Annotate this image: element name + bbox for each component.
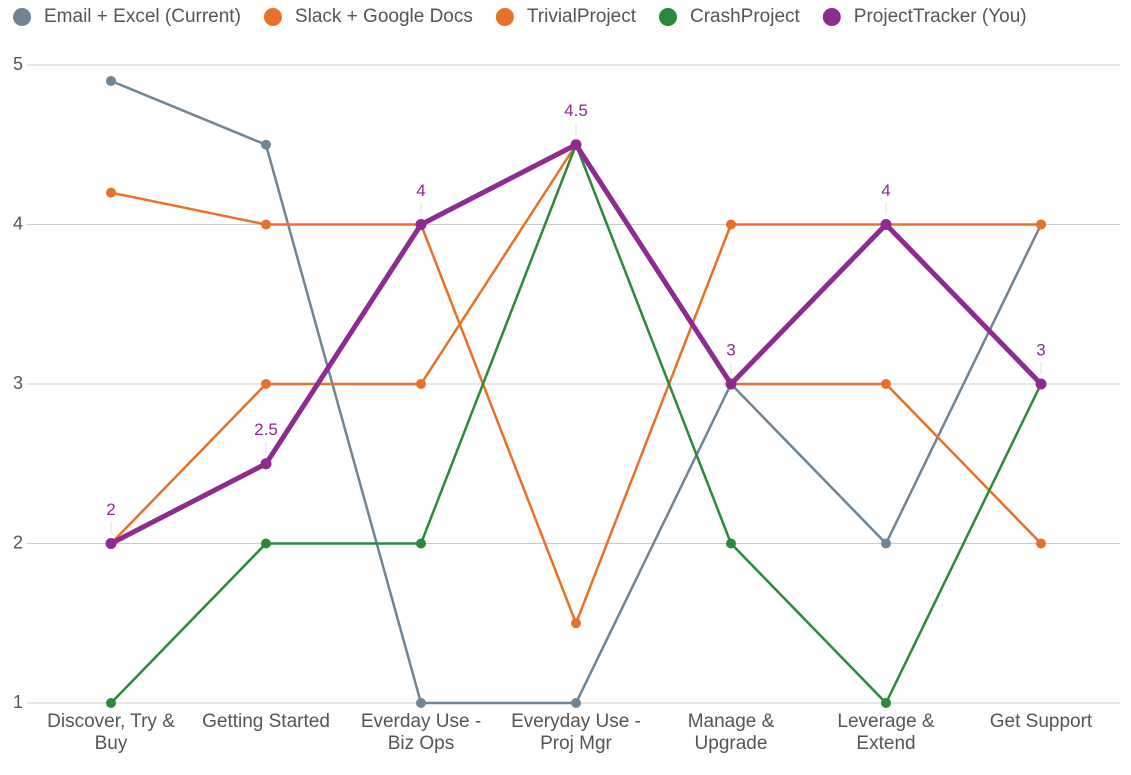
- data-label: 4.5: [564, 101, 588, 120]
- x-tick-label: Discover, Try & Buy: [47, 711, 175, 754]
- point: [571, 698, 581, 708]
- legend-label: Email + Excel (Current): [44, 6, 241, 27]
- x-tick-label: Getting Started: [202, 711, 330, 732]
- point: [570, 139, 582, 151]
- point: [106, 75, 116, 86]
- y-tick-label: 1: [13, 692, 23, 712]
- y-tick-label: 3: [13, 373, 23, 393]
- data-label: 4: [416, 181, 425, 200]
- point: [106, 187, 116, 198]
- point: [416, 379, 426, 389]
- point: [105, 538, 117, 549]
- point: [881, 698, 891, 708]
- x-tick-label: Leverage & Extend: [837, 711, 935, 754]
- legend-label: TrivialProject: [527, 6, 637, 27]
- point: [260, 458, 272, 470]
- series-line: [110, 79, 1043, 705]
- series-line: [110, 143, 1042, 545]
- legend-marker: [495, 8, 514, 26]
- x-tick-label: Manage & Upgrade: [687, 711, 775, 754]
- point: [725, 378, 737, 390]
- point: [261, 219, 271, 230]
- data-label: 3: [1036, 340, 1045, 359]
- point: [1035, 378, 1047, 390]
- data-label: 4: [881, 181, 890, 200]
- legend-label: ProjectTracker (You): [854, 6, 1027, 27]
- legend-marker: [658, 8, 677, 26]
- data-label: 2: [106, 500, 115, 519]
- legend-label: CrashProject: [690, 6, 801, 27]
- y-tick-label: 5: [13, 54, 23, 74]
- point: [1036, 538, 1046, 549]
- y-tick-label: 4: [13, 213, 23, 233]
- point: [261, 139, 271, 150]
- point: [726, 219, 736, 230]
- point: [1036, 219, 1046, 230]
- legend-marker: [13, 8, 31, 26]
- point: [416, 538, 426, 549]
- series-line: [109, 142, 1043, 546]
- legend-marker: [822, 8, 841, 26]
- point: [571, 618, 581, 629]
- x-tick-label: Get Support: [989, 711, 1093, 732]
- point: [106, 698, 116, 708]
- data-label: 2.5: [254, 420, 278, 439]
- point: [415, 219, 427, 230]
- point: [881, 379, 891, 389]
- legend-marker: [263, 8, 282, 26]
- point: [416, 698, 426, 708]
- legend-label: Slack + Google Docs: [295, 6, 473, 27]
- x-tick-label: Everday Use - Biz Ops: [360, 711, 482, 754]
- data-label: 3: [726, 340, 735, 359]
- point: [881, 538, 891, 549]
- point: [726, 538, 736, 549]
- point: [261, 379, 271, 389]
- point: [261, 538, 271, 549]
- y-tick-label: 2: [13, 532, 23, 552]
- x-tick-label: Everyday Use - Proj Mgr: [511, 711, 641, 754]
- point: [880, 219, 892, 230]
